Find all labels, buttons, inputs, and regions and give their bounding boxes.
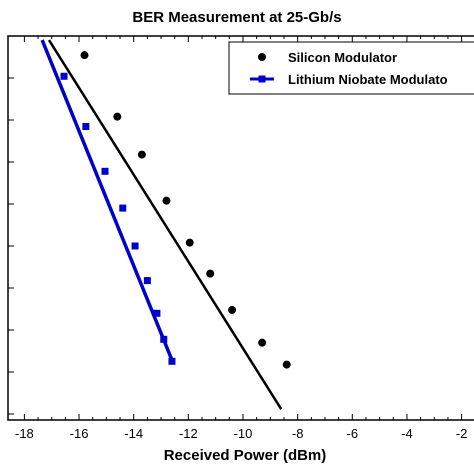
data-point-silicon — [113, 112, 122, 121]
data-point-lithium-niobate — [82, 123, 90, 131]
data-point-lithium-niobate — [101, 167, 109, 175]
fit-lines — [40, 39, 283, 410]
data-point-silicon — [228, 305, 237, 314]
data-point-lithium-niobate — [60, 72, 68, 80]
data-point-lithium-niobate — [119, 204, 127, 212]
fit-line-silicon — [47, 39, 283, 410]
data-point-silicon — [80, 51, 89, 60]
data-point-lithium-niobate — [160, 335, 168, 343]
legend-marker-silicon — [258, 53, 266, 61]
y-axis-ticks — [8, 35, 14, 415]
x-axis-label: Received Power (dBm) — [164, 447, 327, 464]
x-tick-label: -14 — [124, 426, 143, 441]
data-point-lithium-niobate — [153, 309, 161, 317]
fit-line-lithium-niobate — [40, 39, 175, 365]
legend-marker-lithium-niobate — [258, 75, 266, 83]
legend: Silicon Modulator Lithium Niobate Modula… — [228, 41, 474, 95]
data-point-silicon — [162, 196, 171, 205]
x-tick-label: -8 — [292, 426, 304, 441]
x-tick-label: -16 — [70, 426, 89, 441]
data-point-lithium-niobate — [143, 277, 151, 285]
x-tick-label: -6 — [347, 426, 359, 441]
x-tick-label: -2 — [456, 426, 468, 441]
x-tick-label: -10 — [234, 426, 253, 441]
data-point-silicon — [282, 360, 291, 369]
data-point-silicon — [185, 238, 194, 247]
x-tick-label: -18 — [15, 426, 34, 441]
data-markers — [60, 51, 291, 369]
x-tick-label: -4 — [401, 426, 413, 441]
x-axis-ticks: -18 -16 -14 -12 -10 -8 -6 -4 -2 — [15, 36, 467, 441]
data-point-lithium-niobate — [168, 357, 176, 365]
chart-title: BER Measurement at 25-Gb/s — [132, 9, 341, 26]
x-tick-label: -12 — [179, 426, 198, 441]
data-point-lithium-niobate — [131, 242, 139, 250]
legend-box — [228, 41, 474, 95]
legend-label-lithium-niobate: Lithium Niobate Modulato — [288, 72, 448, 87]
data-point-silicon — [258, 338, 267, 347]
data-point-silicon — [137, 150, 146, 159]
legend-label-silicon: Silicon Modulator — [288, 50, 397, 65]
data-point-silicon — [206, 269, 215, 278]
